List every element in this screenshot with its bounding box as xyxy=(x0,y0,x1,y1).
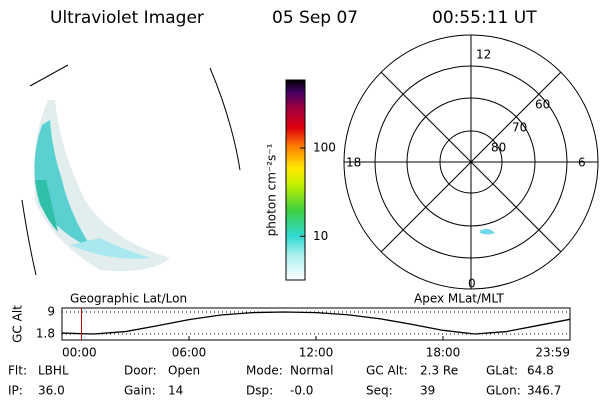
info-label: Flt: xyxy=(8,364,27,378)
lat-label: 80 xyxy=(491,141,506,155)
info-label: GC Alt: xyxy=(366,364,408,378)
y-tick-label: 1.8 xyxy=(36,327,55,341)
info-label: Gain: xyxy=(124,384,156,398)
caption: Geographic Lat/Lon xyxy=(70,292,187,306)
x-tick-label: 06:00 xyxy=(172,346,207,360)
info-value: 39 xyxy=(420,384,435,398)
info-label: Seq: xyxy=(366,384,393,398)
x-tick-label: 00:00 xyxy=(62,346,97,360)
altitude-curve xyxy=(61,311,571,335)
hour-label: 0 xyxy=(468,277,476,291)
date: 05 Sep 07 xyxy=(272,8,358,28)
x-tick-label: 12:00 xyxy=(299,346,334,360)
x-tick-label: 23:59 xyxy=(535,346,570,360)
caption: Apex MLat/MLT xyxy=(414,292,504,306)
hour-label: 12 xyxy=(476,48,491,62)
info-value: LBHL xyxy=(38,364,69,378)
colorbar xyxy=(285,79,306,281)
info-label: Dsp: xyxy=(246,384,273,398)
lat-label: 70 xyxy=(512,121,527,135)
info-value: Open xyxy=(168,364,200,378)
x-tick-label: 18:00 xyxy=(426,346,461,360)
hour-label: 18 xyxy=(346,156,361,170)
geographic-image xyxy=(21,64,241,276)
title: Ultraviolet Imager xyxy=(50,8,204,28)
lat-label: 60 xyxy=(535,98,550,112)
info-label: IP: xyxy=(8,384,23,398)
info-value: 14 xyxy=(168,384,183,398)
colorbar-tick-label: 10 xyxy=(313,229,328,243)
polar-grid xyxy=(343,34,599,290)
colorbar-tick-label: 100 xyxy=(313,141,336,155)
time: 00:55:11 UT xyxy=(432,8,537,28)
alt-ylabel: GC Alt xyxy=(11,305,25,343)
info-label: GLat: xyxy=(486,364,518,378)
info-label: GLon: xyxy=(486,384,521,398)
info-value: -0.0 xyxy=(290,384,313,398)
info-value: 346.7 xyxy=(527,384,561,398)
colorbar-label: photon cm⁻²s⁻¹ xyxy=(265,143,279,236)
info-label: Door: xyxy=(124,364,157,378)
info-value: 64.8 xyxy=(527,364,554,378)
info-value: 36.0 xyxy=(38,384,65,398)
hour-label: 6 xyxy=(578,156,586,170)
info-label: Mode: xyxy=(246,364,283,378)
info-value: Normal xyxy=(290,364,333,378)
info-value: 2.3 Re xyxy=(420,364,458,378)
y-tick-label: 9 xyxy=(47,304,55,318)
